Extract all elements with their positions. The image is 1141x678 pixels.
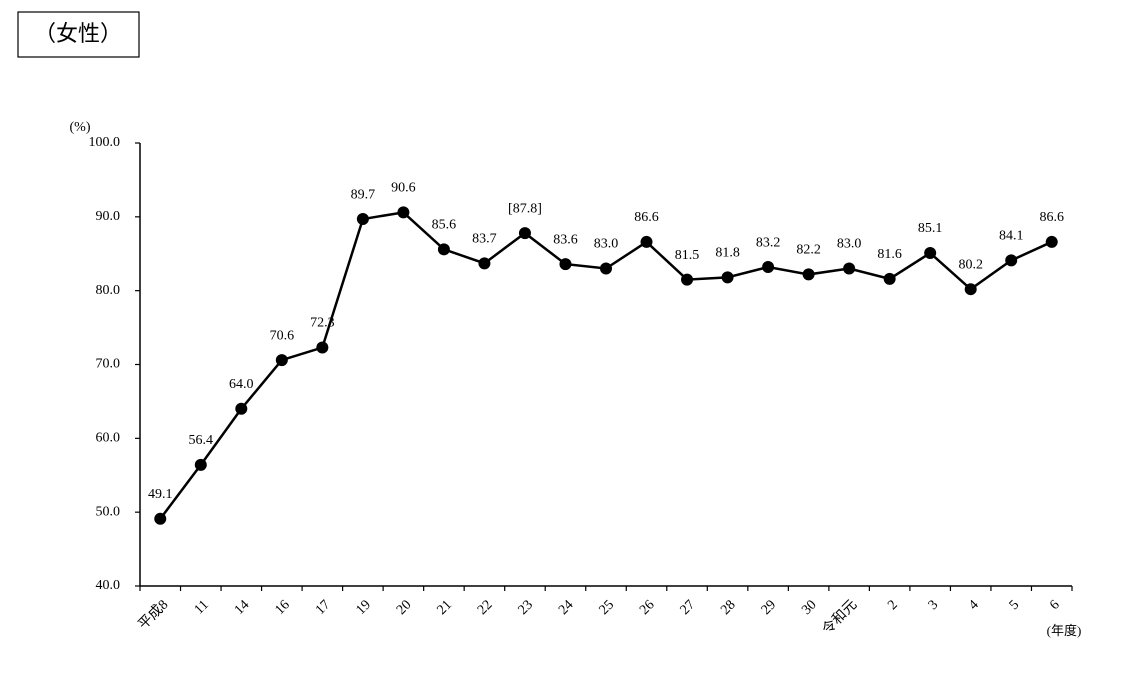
- data-label: 81.5: [675, 248, 700, 263]
- x-tick-label: 6: [1047, 597, 1063, 613]
- data-point: [843, 262, 856, 275]
- data-label: 80.2: [958, 257, 983, 272]
- x-tick-label: 5: [1007, 597, 1023, 613]
- y-tick-label: 100.0: [89, 135, 121, 150]
- x-tick-label: 3: [926, 597, 942, 613]
- data-label: 86.6: [1039, 210, 1064, 225]
- y-tick-label: 40.0: [96, 578, 121, 593]
- data-label: 82.2: [796, 243, 821, 258]
- data-point: [559, 258, 572, 271]
- data-label: 83.7: [472, 232, 497, 247]
- data-point: [356, 213, 369, 226]
- x-tick-label: 29: [759, 597, 780, 618]
- data-point: [802, 268, 815, 281]
- x-tick-label: 30: [799, 597, 820, 618]
- data-point: [518, 227, 531, 240]
- data-label: 81.6: [877, 247, 902, 262]
- data-label: 89.7: [351, 187, 376, 202]
- data-point: [600, 262, 612, 275]
- data-label: 56.4: [189, 433, 214, 448]
- x-unit: (年度): [1047, 623, 1082, 638]
- data-label: 70.6: [270, 328, 295, 343]
- data-point: [762, 261, 775, 274]
- data-point: [275, 354, 288, 367]
- x-tick-label: 20: [394, 597, 415, 618]
- data-point: [437, 243, 450, 256]
- title-box: [17, 11, 140, 58]
- data-label: 85.1: [918, 221, 943, 236]
- data-point: [1005, 254, 1018, 267]
- x-tick-label: 2: [885, 597, 901, 613]
- data-label: 83.2: [756, 235, 781, 250]
- data-label: 84.1: [999, 229, 1024, 244]
- data-label: 72.3: [310, 316, 335, 331]
- data-label: 83.0: [594, 237, 619, 252]
- data-point: [154, 512, 167, 525]
- y-tick-label: 80.0: [96, 283, 121, 298]
- data-point: [681, 273, 694, 286]
- data-label: 83.6: [553, 232, 578, 247]
- data-label: 64.0: [229, 377, 254, 392]
- data-point: [194, 458, 207, 471]
- y-tick-label: 90.0: [96, 209, 121, 224]
- data-point: [964, 283, 977, 296]
- data-point: [640, 235, 653, 248]
- x-tick-label: 22: [475, 597, 496, 618]
- x-tick-label: 25: [597, 597, 618, 618]
- y-tick-label: 60.0: [96, 431, 121, 446]
- data-label: 85.6: [432, 218, 457, 233]
- x-tick-label: 23: [516, 597, 537, 618]
- y-tick-label: 50.0: [96, 504, 121, 519]
- y-unit: (%): [70, 120, 91, 135]
- x-tick-label: 4: [966, 597, 982, 613]
- data-label: 86.6: [634, 210, 659, 225]
- y-tick-label: 70.0: [96, 357, 121, 372]
- x-tick-label: 17: [313, 597, 334, 618]
- x-tick-label: 21: [435, 597, 456, 618]
- data-label: 90.6: [391, 181, 416, 196]
- series-line: [159, 211, 1053, 520]
- data-label: 83.0: [837, 237, 862, 252]
- x-tick-label: 平成8: [135, 597, 171, 633]
- x-tick-label: 27: [678, 597, 699, 618]
- x-tick-label: 14: [232, 597, 253, 618]
- data-label: 49.1: [148, 487, 173, 502]
- data-point: [478, 257, 491, 270]
- x-tick-label: 16: [272, 597, 293, 618]
- data-point: [316, 341, 329, 354]
- data-label: 81.8: [715, 246, 740, 261]
- x-tick-label: 令和元: [819, 597, 860, 638]
- data-label: [87.8]: [508, 201, 542, 216]
- x-tick-label: 19: [353, 597, 374, 618]
- data-point: [397, 206, 410, 219]
- data-point: [1045, 235, 1058, 248]
- data-point: [924, 247, 937, 260]
- chart-title: （女性）: [34, 22, 122, 47]
- x-tick-label: 26: [637, 597, 658, 618]
- data-point: [883, 272, 896, 285]
- x-tick-label: 24: [556, 597, 577, 618]
- x-tick-label: 28: [718, 597, 739, 618]
- data-point: [721, 271, 734, 284]
- data-point: [235, 402, 248, 415]
- x-tick-label: 11: [192, 597, 212, 617]
